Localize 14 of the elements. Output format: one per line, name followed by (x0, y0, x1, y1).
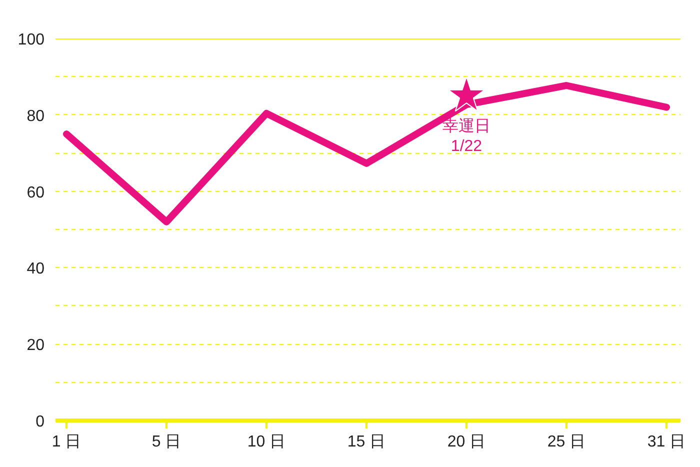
x-tick-label: 5 日 (152, 434, 182, 450)
x-tick-label: 15 日 (347, 434, 386, 450)
y-tick-label: 60 (26, 184, 45, 202)
x-tick-label: 31 日 (647, 434, 686, 450)
y-tick-label: 40 (26, 260, 45, 278)
x-tick-label: 10 日 (247, 434, 286, 450)
y-tick-label: 0 (36, 414, 45, 430)
y-tick-label: 20 (26, 337, 45, 354)
x-tick-label: 25 日 (547, 434, 586, 450)
y-tick-label: 100 (18, 32, 45, 48)
x-tick-label: 20 日 (447, 434, 486, 450)
annotation: 幸運日 1/22 (442, 116, 490, 156)
y-tick-label: 80 (26, 108, 45, 125)
x-tick-label: 1 日 (52, 434, 82, 450)
